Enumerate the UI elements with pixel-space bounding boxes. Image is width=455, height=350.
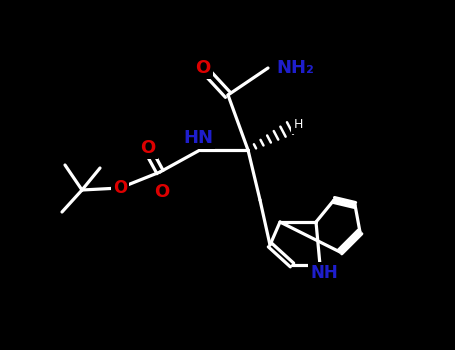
Text: O: O: [113, 179, 127, 197]
Text: HN: HN: [183, 129, 213, 147]
Text: O: O: [154, 183, 170, 201]
Text: NH: NH: [310, 264, 338, 282]
Text: O: O: [141, 139, 156, 157]
Text: H: H: [293, 119, 303, 132]
Text: NH₂: NH₂: [276, 59, 314, 77]
Text: O: O: [195, 59, 211, 77]
